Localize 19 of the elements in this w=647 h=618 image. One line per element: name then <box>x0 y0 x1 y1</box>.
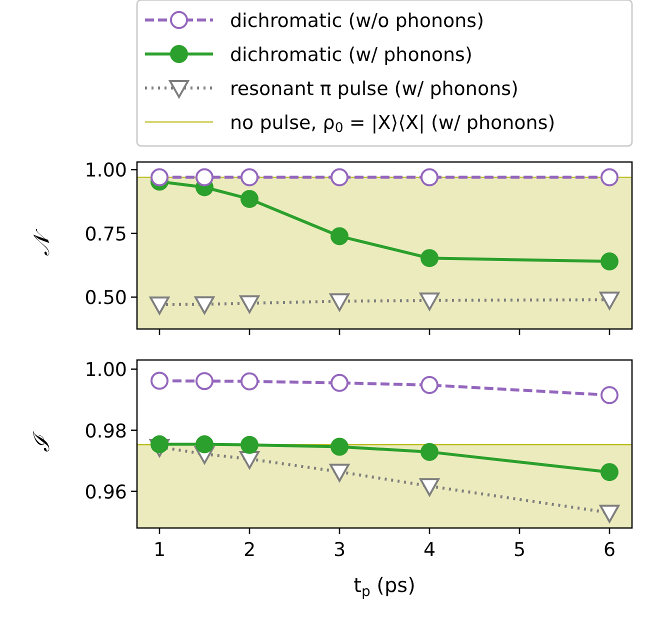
y-tick-label: 0.50 <box>84 287 127 310</box>
x-tick-label: 6 <box>603 539 616 561</box>
y-tick-label: 0.96 <box>84 481 127 504</box>
x-tick-label: 1 <box>153 539 166 561</box>
y-axis-title: ℐ <box>30 431 55 452</box>
x-tick-label: 5 <box>513 539 526 561</box>
x-tick-label: 4 <box>423 539 436 561</box>
y-tick-label: 0.98 <box>84 420 127 442</box>
legend-label: resonant π pulse (w/ phonons) <box>230 78 518 100</box>
y-tick-label: 1.00 <box>84 160 127 182</box>
legend-label: dichromatic (w/ phonons) <box>230 44 472 66</box>
y-axis-title: 𝒩 <box>30 228 55 256</box>
legend-label: no pulse, ρ$_{0}$ = |X⟩⟨X| (w/ phonons) <box>230 112 556 136</box>
x-axis-title: t$_{p}$ (ps) <box>354 573 416 600</box>
legend-label: dichromatic (w/o phonons) <box>230 10 484 32</box>
y-tick-label: 0.75 <box>84 223 127 246</box>
x-tick-label: 3 <box>333 539 346 561</box>
y-tick-label: 1.00 <box>84 359 127 382</box>
x-tick-label: 2 <box>243 539 256 561</box>
